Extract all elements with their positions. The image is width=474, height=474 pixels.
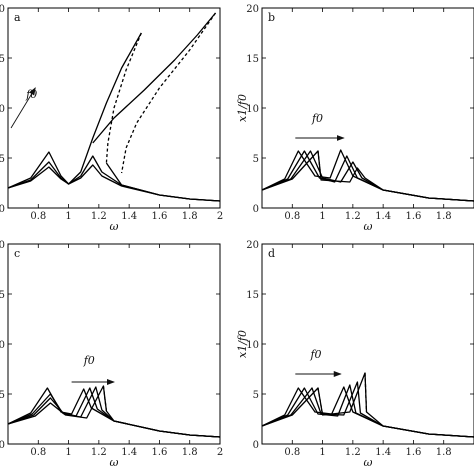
forcing-label: f0 [309,348,321,361]
y-tick-label: 20 [246,240,259,251]
x-tick-label: 1.6 [151,211,167,222]
chart-panel-b: 0.8 1 1.2 1.4 1.6 1.8 0 5 10 15 20 ω x1/f0 b f0 [236,4,474,233]
y-tick-label: 0 [0,204,5,215]
y-tick-label: 10 [0,340,5,351]
y-tick-label: 0 [0,440,5,451]
x-tick-label: 1 [319,211,325,222]
x-axis-label: ω [364,220,373,233]
response-curve [105,32,142,164]
x-tick-label: 1.8 [182,447,198,458]
x-tick-label: 1.8 [182,211,198,222]
y-tick-label: 10 [0,104,5,115]
x-tick-label: 2 [217,447,223,458]
x-tick-label: 1.2 [91,211,107,222]
x-tick-label: 1.8 [436,447,452,458]
x-tick-label: 1.2 [345,211,361,222]
y-tick-label: 15 [0,290,5,301]
x-tick-label: 1 [65,447,71,458]
x-tick-label: 1.2 [91,447,107,458]
x-tick-label: 1.4 [121,211,137,222]
chart-panel-a: 0.811.21.41.61.8205101520ωaf0 [0,4,223,233]
forcing-arrow [10,87,36,129]
chart-panel-c: 0.811.21.41.61.8205101520ωcf0 [0,240,223,469]
plot-frame [7,243,221,445]
y-tick-label: 5 [253,154,259,165]
x-axis-label: ω [110,220,119,233]
y-tick-label: 15 [246,54,259,65]
y-axis-label: x1/f0 [236,330,249,358]
x-tick-label: 1.6 [151,447,167,458]
y-tick-label: 10 [246,104,259,115]
response-curve [102,385,108,412]
x-tick-label: 1.8 [436,211,452,222]
x-tick-label: 1.2 [345,447,361,458]
x-tick-label: 2 [217,211,223,222]
response-curve [262,150,474,202]
y-tick-label: 15 [246,290,259,301]
response-curve [262,372,474,438]
y-axis-label: x1/f0 [236,94,249,122]
response-curve [8,385,220,438]
x-tick-label: 1.4 [375,447,391,458]
y-tick-label: 0 [253,440,259,451]
x-tick-label: 1.6 [405,447,421,458]
y-tick-label: 15 [0,54,5,65]
x-tick-label: 1 [65,211,71,222]
response-curve [8,155,220,202]
x-axis-label: ω [364,456,373,469]
panel-label: b [268,11,275,24]
x-tick-label: 1.4 [121,447,137,458]
response-curve [262,150,474,202]
y-tick-label: 5 [0,390,5,401]
x-tick-label: 0.8 [30,447,46,458]
response-curve [317,150,322,181]
response-curve [364,372,368,413]
x-tick-label: 1 [319,447,325,458]
response-curve [262,381,474,438]
chart-panel-d: 0.8 1 1.2 1.4 1.6 1.8 0 5 10 15 20 ω x1/f0 d f0 [236,240,474,469]
forcing-label: f0 [25,88,37,101]
panel-label: a [14,11,21,24]
y-tick-label: 20 [0,240,5,251]
y-tick-label: 0 [253,204,259,215]
y-tick-label: 5 [0,154,5,165]
response-curve [120,12,217,174]
forcing-label: f0 [311,112,323,125]
response-curve [92,12,217,144]
y-tick-label: 20 [0,4,5,15]
panel-label: d [268,247,275,260]
x-tick-label: 0.8 [284,447,300,458]
response-curve [262,150,474,202]
x-tick-label: 0.8 [30,211,46,222]
x-tick-label: 1.4 [375,211,391,222]
response-curve [105,162,220,202]
panel-label: c [14,247,20,260]
response-curve [317,387,324,416]
y-tick-label: 10 [246,340,259,351]
x-tick-label: 1.6 [405,211,421,222]
x-axis-label: ω [110,456,119,469]
response-curve [8,32,142,189]
y-tick-label: 5 [253,390,259,401]
x-tick-label: 0.8 [284,211,300,222]
forcing-label: f0 [83,354,95,367]
y-tick-label: 20 [246,4,259,15]
